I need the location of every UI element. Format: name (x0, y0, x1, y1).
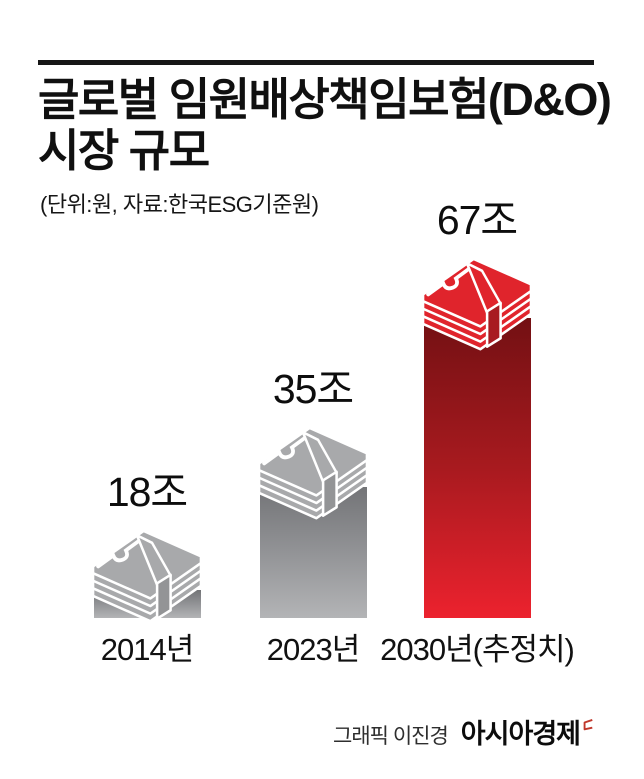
bar-column-2030년(추정치): 67조 (387, 186, 567, 618)
unit-source-note: (단위:원, 자료:한국ESG기준원) (40, 192, 319, 217)
value-label: 67조 (436, 197, 518, 243)
brand-mark-icon (582, 718, 594, 738)
title-line-1: 글로벌 임원배상책임보험(D&O) (38, 74, 612, 125)
x-axis-label: 2023년 (266, 632, 360, 667)
bar (423, 318, 531, 618)
footer: 그래픽 이진경 아시아경제 (333, 712, 594, 751)
value-label: 35조 (272, 366, 354, 412)
top-rule (38, 60, 594, 65)
money-stack-icon (254, 421, 372, 521)
brand-logo: 아시아경제 (460, 719, 581, 749)
value-label: 18조 (106, 469, 188, 515)
x-axis-label: 2030년(추정치) (380, 632, 575, 667)
page-title: 글로벌 임원배상책임보험(D&O) 시장 규모 (38, 74, 618, 177)
x-axis-label: 2014년 (100, 632, 194, 667)
money-stack-icon (88, 524, 206, 624)
title-line-2: 시장 규모 (38, 125, 210, 177)
bar-column-2014년: 18조 (57, 458, 237, 623)
money-stack-icon (418, 252, 536, 352)
bar-column-2023년: 35조 (223, 355, 403, 618)
graphic-credit: 그래픽 이진경 (333, 725, 449, 748)
